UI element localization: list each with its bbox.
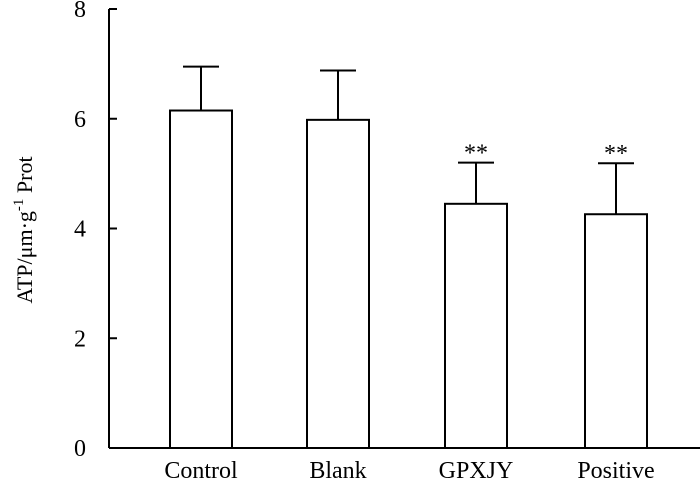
- category-label: GPXJY: [439, 458, 514, 481]
- category-label: Positive: [577, 458, 654, 481]
- category-label: Control: [164, 458, 238, 481]
- y-axis-label-main: ATP/μm·g: [12, 211, 37, 303]
- y-tick-label: 8: [74, 0, 86, 23]
- bars: ** **: [169, 65, 648, 450]
- y-axis-label: ATP/μm·g-1 Prot: [11, 156, 37, 303]
- bar-positive: [584, 213, 648, 449]
- y-tick-label: 6: [74, 107, 86, 133]
- bar-control: [169, 109, 233, 450]
- y-axis-label-unit: Prot: [12, 156, 37, 198]
- significance-mark: **: [464, 141, 488, 167]
- significance-mark: **: [604, 141, 628, 167]
- y-tick-label: 2: [74, 326, 86, 352]
- y-tick-label: 0: [74, 436, 86, 462]
- y-axis: 0 2 4 6 8: [74, 0, 117, 462]
- y-tick-label: 4: [74, 217, 86, 243]
- category-labels: Control Blank GPXJY Positive: [164, 458, 654, 481]
- y-axis-label-superscript: -1: [11, 199, 27, 212]
- bar-gpxjy: [444, 202, 508, 449]
- bar-blank: [306, 118, 370, 449]
- category-label: Blank: [309, 458, 366, 481]
